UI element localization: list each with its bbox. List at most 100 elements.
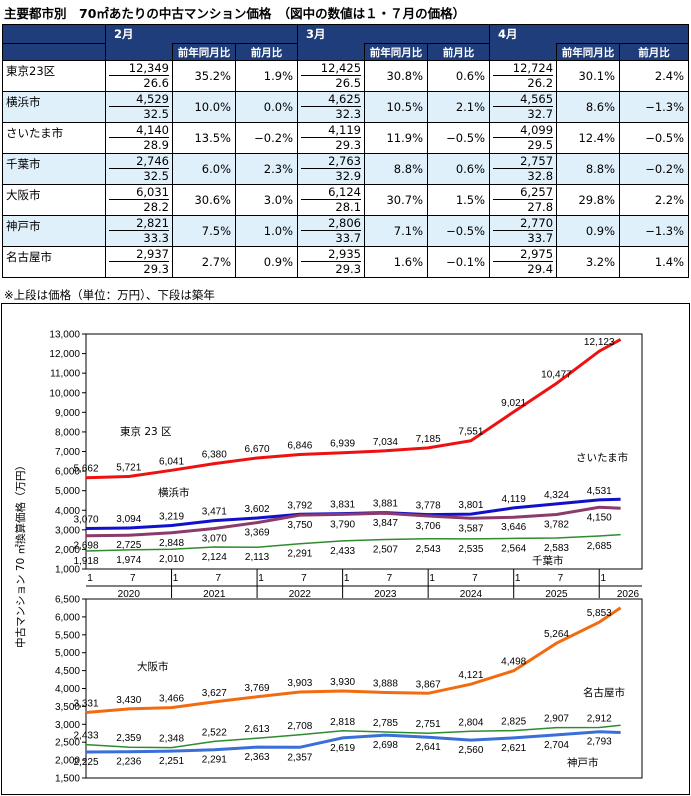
building-age-value: 32.5 [143, 107, 169, 121]
data-label: 5,264 [544, 629, 569, 640]
yoy-change: 10.0% [172, 91, 236, 123]
price-value: 6,124 [301, 185, 362, 200]
price-value: 2,757 [493, 154, 554, 169]
y-tick-label: 4,000 [55, 684, 80, 695]
data-label: 6,670 [245, 444, 270, 455]
data-label: 2,124 [202, 552, 227, 563]
mom-change: 0.0% [234, 91, 299, 123]
x-tick-label: 1 [600, 573, 606, 584]
series-line [85, 338, 622, 480]
x-year-label: 2022 [289, 589, 312, 600]
data-label: 3,706 [416, 521, 441, 532]
data-label: 3,646 [501, 522, 526, 533]
mom-change: 2.4% [619, 60, 690, 92]
x-tick-label: 1 [258, 573, 264, 584]
x-tick-label: 1 [515, 573, 521, 584]
data-label: 2,704 [544, 740, 569, 751]
data-label: 2,225 [73, 757, 98, 768]
mom-change: −1.3% [619, 215, 690, 247]
price-value: 2,935 [301, 247, 362, 262]
data-label: 2,785 [373, 718, 398, 729]
y-tick-label: 6,500 [55, 595, 80, 606]
data-label: 3,801 [458, 500, 483, 511]
table-row: 名古屋市 2,937 29.3 2.7% 0.9% 2,935 29.3 1.6% −0.1% 2… [2, 246, 690, 278]
price-age-cell: 4,529 32.5 [105, 91, 173, 123]
price-age-cell: 12,724 26.2 [489, 60, 558, 92]
y-tick-label: 3,500 [55, 702, 80, 713]
y-tick-label: 5,000 [55, 648, 80, 659]
mom-header: 前月比 [234, 43, 299, 61]
price-age-cell: 2,746 32.5 [105, 153, 173, 185]
mom-change: 2.1% [427, 91, 491, 123]
data-label: 3,070 [73, 514, 98, 525]
data-label: 2,535 [458, 544, 483, 555]
price-age-cell: 6,257 27.8 [489, 184, 558, 216]
table-row: さいたま市 4,140 28.9 13.5% −0.2% 4,119 29.3 11.9% −0… [2, 122, 690, 154]
city-name: 千葉市 [2, 153, 106, 185]
yoy-change: 8.8% [364, 153, 429, 185]
price-value: 12,349 [109, 61, 169, 76]
yoy-change: 30.7% [364, 184, 429, 216]
data-label: 3,369 [245, 528, 270, 539]
yoy-change: 2.7% [172, 246, 236, 278]
data-label: 3,847 [373, 518, 398, 529]
data-label: 1,974 [116, 555, 141, 566]
yoy-change: 30.6% [172, 184, 236, 216]
price-age-cell: 4,140 28.9 [105, 122, 173, 154]
building-age-value: 32.5 [143, 169, 169, 183]
mom-change: 0.6% [427, 60, 491, 92]
footnote: ※上段は価格（単位：万円）、下段は築年 [4, 288, 215, 302]
x-year-label: 2024 [460, 589, 483, 600]
x-tick-label: 7 [558, 573, 564, 584]
price-age-cell: 2,806 33.7 [297, 215, 366, 247]
price-age-cell: 2,763 32.9 [297, 153, 366, 185]
data-label: 2,348 [159, 734, 184, 745]
mom-change: 2.2% [619, 184, 690, 216]
data-label: 3,790 [330, 519, 355, 530]
table-blank-header [105, 43, 173, 61]
price-value: 4,625 [301, 92, 362, 107]
y-tick-label: 8,000 [55, 427, 80, 438]
yoy-change: 10.5% [364, 91, 429, 123]
yoy-change: 8.8% [556, 153, 621, 185]
building-age-value: 33.3 [143, 231, 169, 245]
y-tick-label: 4,000 [55, 506, 80, 517]
x-tick-label: 7 [387, 573, 393, 584]
price-age-cell: 2,821 33.3 [105, 215, 173, 247]
building-age-value: 26.5 [335, 76, 362, 90]
yoy-change: 12.4% [556, 122, 621, 154]
data-label: 2,725 [116, 540, 141, 551]
price-age-cell: 4,565 32.7 [489, 91, 558, 123]
building-age-value: 28.2 [143, 200, 169, 214]
price-value: 2,937 [109, 247, 169, 262]
data-label: 3,769 [245, 683, 270, 694]
building-age-value: 28.9 [143, 138, 169, 152]
data-label: 7,034 [373, 437, 398, 448]
data-label: 3,587 [458, 523, 483, 534]
price-value: 4,529 [109, 92, 169, 107]
price-age-cell: 12,349 26.6 [105, 60, 173, 92]
yoy-change: 8.6% [556, 91, 621, 123]
y-tick-label: 13,000 [49, 330, 80, 341]
data-label: 2,507 [373, 544, 398, 555]
data-label: 4,121 [458, 670, 483, 681]
data-label: 2,825 [501, 717, 526, 728]
mom-change: −0.1% [427, 246, 491, 278]
price-age-cell: 2,757 32.8 [489, 153, 558, 185]
data-label: 2,433 [73, 731, 98, 742]
y-tick-label: 3,000 [55, 720, 80, 731]
series-name-label: 横浜市 [158, 486, 190, 499]
building-age-value: 29.3 [335, 262, 362, 276]
building-age-value: 26.2 [527, 76, 554, 90]
mom-change: 1.4% [619, 246, 690, 278]
data-label: 2,433 [330, 546, 355, 557]
price-value: 2,975 [493, 247, 554, 262]
data-label: 3,903 [287, 678, 312, 689]
series-line [85, 724, 621, 749]
mom-change: −0.5% [619, 122, 690, 154]
series-name-label: 東京 23 区 [120, 425, 172, 438]
data-label: 2,522 [202, 727, 227, 738]
price-trend-chart: 中古マンション 70 ㎡換算価格（万円） 1,000 2,000 3,000 4,000… [14, 330, 643, 785]
data-label: 7,551 [458, 427, 483, 438]
mom-header: 前月比 [619, 43, 690, 61]
